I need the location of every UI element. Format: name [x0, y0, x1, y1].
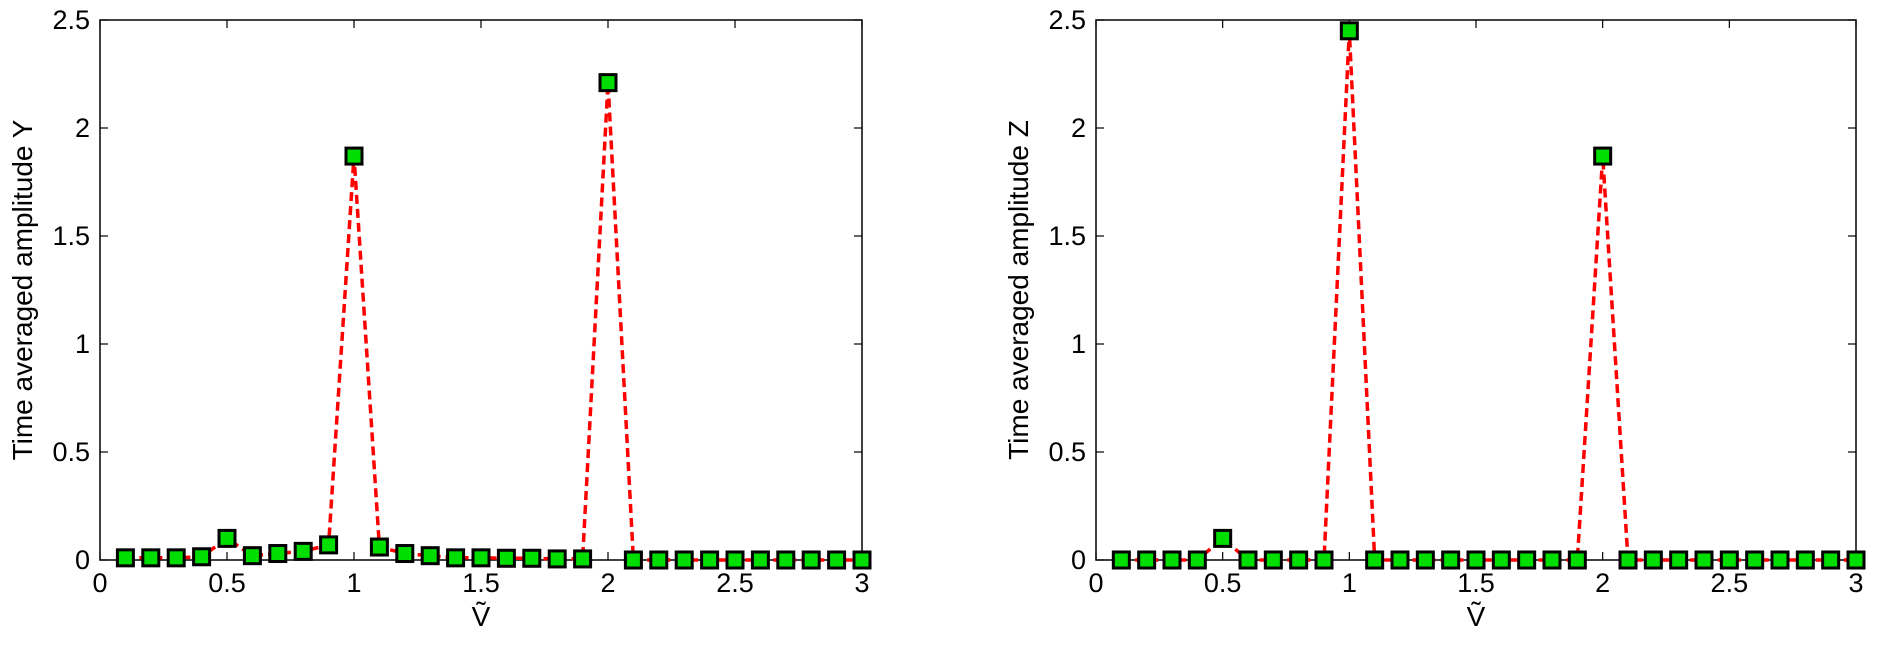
y-tick-label: 0.5: [1048, 437, 1086, 467]
data-point: [344, 146, 364, 166]
x-tick-label: 2: [1595, 568, 1610, 598]
y-tick-label: 2: [1071, 113, 1086, 143]
data-point: [1745, 550, 1765, 570]
y-tick-label: 1: [1071, 329, 1086, 359]
x-tick-label: 2.5: [1711, 568, 1749, 598]
x-axis-label: Ṽ: [472, 601, 491, 632]
data-point: [1213, 528, 1233, 548]
data-point: [1365, 550, 1385, 570]
data-point: [1795, 550, 1815, 570]
series-line: [125, 82, 862, 562]
data-point: [1542, 550, 1562, 570]
x-tick-label: 1.5: [1457, 568, 1495, 598]
data-point: [827, 550, 847, 570]
y-tick-label: 0: [1071, 545, 1086, 575]
y-tick-label: 0.5: [52, 437, 90, 467]
data-point: [522, 548, 542, 568]
data-point: [471, 548, 491, 568]
data-point: [801, 550, 821, 570]
data-point: [1441, 550, 1461, 570]
data-point: [1643, 550, 1663, 570]
data-point: [420, 546, 440, 566]
x-tick-label: 2: [600, 568, 615, 598]
data-point: [141, 548, 161, 568]
x-tick-label: 1.5: [462, 568, 500, 598]
data-point: [1314, 550, 1334, 570]
y-axis-label: Time averaged amplitude Y: [7, 119, 38, 460]
data-point: [242, 546, 262, 566]
data-point: [623, 550, 643, 570]
data-point: [1238, 550, 1258, 570]
y-tick-label: 1.5: [52, 221, 90, 251]
data-point: [1517, 550, 1537, 570]
data-point: [1415, 550, 1435, 570]
x-tick-label: 0.5: [208, 568, 246, 598]
data-point: [369, 537, 389, 557]
data-point: [776, 550, 796, 570]
data-point: [319, 535, 339, 555]
data-point: [1263, 550, 1283, 570]
data-point: [547, 549, 567, 569]
data-point: [1137, 550, 1157, 570]
x-tick-label: 3: [1848, 568, 1863, 598]
data-point: [1593, 146, 1613, 166]
data-point: [496, 548, 516, 568]
data-point: [1846, 550, 1866, 570]
data-point: [192, 547, 212, 567]
y-tick-label: 1.5: [1048, 221, 1086, 251]
x-tick-label: 1: [346, 568, 361, 598]
data-point: [852, 550, 872, 570]
data-point: [573, 549, 593, 569]
data-point: [446, 548, 466, 568]
data-point: [115, 548, 135, 568]
series-line: [1121, 30, 1856, 562]
x-tick-label: 0: [92, 568, 107, 598]
data-point: [1466, 550, 1486, 570]
data-point: [1162, 550, 1182, 570]
data-point: [1770, 550, 1790, 570]
data-point: [750, 550, 770, 570]
data-point: [1567, 550, 1587, 570]
chart-2: 0 0.5 1 1.5 2 2.5 3 0 0.5 1 1.5 2 2.5 Ṽ Time averaged …: [1003, 5, 1866, 632]
data-point: [1187, 550, 1207, 570]
data-point: [649, 550, 669, 570]
data-point: [1289, 550, 1309, 570]
data-point: [1491, 550, 1511, 570]
data-point: [674, 550, 694, 570]
x-axis-label: Ṽ: [1467, 601, 1486, 632]
x-tick-label: 0.5: [1204, 568, 1242, 598]
x-tick-label: 2.5: [716, 568, 754, 598]
data-point: [1719, 550, 1739, 570]
y-tick-label: 2: [75, 113, 90, 143]
data-point: [598, 73, 618, 93]
data-point: [395, 544, 415, 564]
data-point: [1111, 550, 1131, 570]
data-point: [1669, 550, 1689, 570]
data-point: [700, 550, 720, 570]
data-point: [1339, 21, 1359, 41]
plot-frame: [1095, 19, 1857, 561]
data-point: [1821, 550, 1841, 570]
data-point: [725, 550, 745, 570]
chart-1: 0 0.5 1 1.5 2 2.5 3 0 0.5 1 1.5 2 2.5 Ṽ Time averaged …: [7, 5, 872, 632]
data-point: [1618, 550, 1638, 570]
plot-frame: [99, 19, 863, 561]
y-tick-label: 0: [75, 545, 90, 575]
y-axis-label: Time averaged amplitude Z: [1003, 120, 1034, 460]
data-point: [166, 548, 186, 568]
y-tick-label: 1: [75, 329, 90, 359]
x-tick-label: 0: [1088, 568, 1103, 598]
data-point: [1694, 550, 1714, 570]
y-tick-label: 2.5: [52, 5, 90, 35]
data-point: [217, 528, 237, 548]
data-point: [1390, 550, 1410, 570]
x-tick-label: 1: [1342, 568, 1357, 598]
x-tick-label: 3: [854, 568, 869, 598]
data-point: [293, 541, 313, 561]
y-tick-label: 2.5: [1048, 5, 1086, 35]
data-point: [268, 544, 288, 564]
